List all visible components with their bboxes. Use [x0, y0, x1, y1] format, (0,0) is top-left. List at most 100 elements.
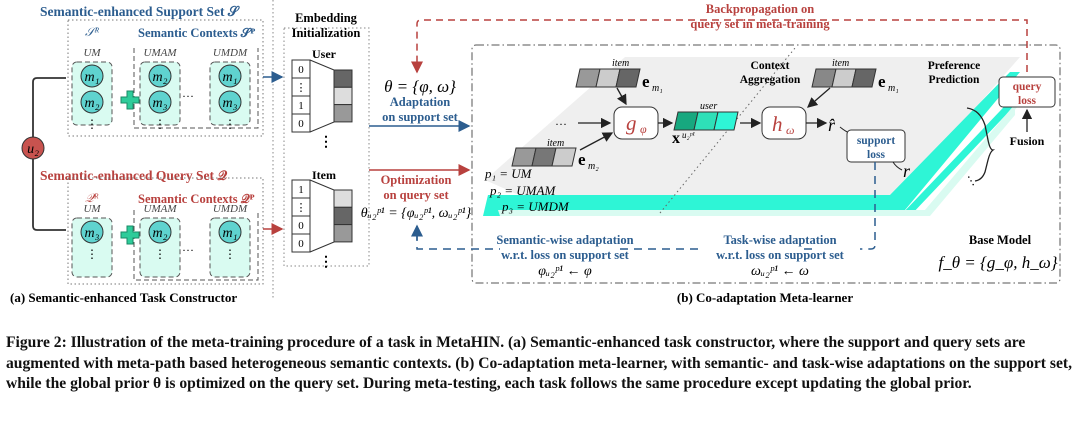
support-loss-label-2: loss	[867, 149, 885, 161]
item-node-label: m₁	[223, 226, 238, 241]
item-node	[148, 220, 172, 244]
optimization-label-2: on query set	[383, 188, 449, 202]
query-loss-label-2: loss	[1018, 95, 1036, 107]
item-node-label: m₂	[153, 226, 168, 241]
one-hot-value: 0	[298, 220, 304, 232]
plane-p2	[483, 72, 1020, 216]
embedding-title-2: Initialization	[292, 26, 361, 40]
x-user-sub: u₂ᵖ¹	[682, 130, 695, 140]
backprop-label-2: query set in meta-training	[690, 17, 830, 31]
x-user: x	[672, 130, 680, 147]
item-node	[80, 90, 104, 114]
task-adaptation-label: Task-wise adaptation	[723, 233, 836, 247]
adaptation-label-2: on support set	[382, 110, 459, 124]
item-node-label: m₃	[153, 96, 168, 111]
path-p2: p₂ = UMAM	[489, 183, 556, 198]
e-m1: e	[642, 72, 650, 91]
svg-text:⋮: ⋮	[154, 247, 166, 261]
item-node-label: m₂	[153, 70, 168, 85]
svg-text:⋮: ⋮	[224, 117, 236, 131]
semantic-adaptation-label: Semantic-wise adaptation	[496, 233, 633, 247]
item-node-label: m₃	[223, 96, 238, 111]
svg-text:⋮: ⋮	[224, 247, 236, 261]
path-p1: p₁ = UM	[484, 166, 533, 181]
embedding-cell	[333, 69, 353, 88]
item-node	[148, 90, 172, 114]
item-embedding-label: Item	[312, 168, 336, 182]
item-embedding-m1	[615, 68, 641, 88]
ellipsis: ···	[182, 89, 194, 103]
user-node-label: u₂	[27, 142, 39, 157]
support-ctx-label: Semantic Contexts 𝒮ᴾ	[138, 26, 255, 40]
svg-text:···: ···	[961, 171, 980, 190]
user-embedding-x	[713, 111, 739, 131]
embedding-title: Embedding	[295, 11, 358, 25]
metapath-label: UM	[83, 203, 101, 215]
svg-text:⋮: ⋮	[86, 247, 98, 261]
e-m1-sub: m₁	[652, 83, 663, 94]
fusion-label: Fusion	[1010, 134, 1045, 148]
svg-text:⋮: ⋮	[319, 135, 333, 150]
more-items-dots: ···	[555, 117, 567, 131]
support-r-label: 𝒮ᴿ	[85, 25, 100, 39]
h-label: h	[772, 112, 783, 136]
backprop-label: Backpropagation on	[706, 2, 815, 16]
embedding-cell	[333, 189, 353, 208]
one-hot-value: ⋮	[296, 202, 307, 214]
one-hot-value: 1	[298, 184, 304, 196]
preference-prediction-label: Preference	[928, 60, 981, 72]
meta-learner-box	[471, 44, 1061, 284]
e-m2: e	[578, 150, 586, 169]
g-sub: φ	[640, 122, 647, 136]
svg-text:⋮: ⋮	[319, 255, 333, 270]
embedding-cell	[333, 104, 353, 123]
embedding-cell	[333, 86, 353, 106]
embedding-panel	[283, 27, 370, 267]
theta-task: θᵤ₂ᵖ¹ = {φᵤ₂ᵖ¹, ωᵤ₂ᵖ¹}	[361, 206, 472, 221]
ellipsis: ···	[182, 243, 194, 257]
one-hot-cell	[291, 113, 311, 133]
context-aggregation-label-2: Aggregation	[740, 74, 801, 86]
query-set: Semantic-enhanced Query Set 𝒬 𝒬ᴿ Semanti…	[40, 168, 264, 285]
item-node-label: m₃	[85, 226, 100, 241]
section-a-label: (a) Semantic-enhanced Task Constructor	[10, 290, 237, 305]
item-node-label: m₂	[85, 96, 100, 111]
r-true: r	[903, 161, 911, 181]
semantic-adaptation-label-2: w.r.t. loss on support set	[501, 248, 630, 262]
support-set: Semantic-enhanced Support Set 𝒮 𝒮ᴿ Seman…	[40, 4, 264, 137]
embedding-cell	[333, 206, 353, 226]
e-m1-right-sub: m₁	[888, 83, 899, 94]
item-node-label: m₁	[223, 70, 238, 85]
theta-global: θ = {φ, ω}	[384, 77, 456, 96]
path-p3: p₃ = UMDM	[501, 199, 570, 214]
plus-icon	[120, 90, 140, 110]
task-adaptation-formula: ωᵤ₂ᵖ¹ ← ω	[751, 264, 809, 279]
plane-p1	[485, 57, 1020, 200]
metapath-label: UMDM	[213, 203, 248, 215]
metapath-label: UMAM	[144, 47, 178, 59]
user-label: user	[700, 101, 717, 112]
plus-icon	[120, 225, 140, 245]
metapath-label: UMAM	[144, 203, 178, 215]
support-loss-label: support	[857, 135, 896, 147]
metapath-label: UM	[83, 47, 101, 59]
item-node-label: m₁	[85, 70, 100, 85]
query-loss-label: query	[1013, 81, 1042, 93]
backprop-arrow	[411, 19, 1028, 84]
e-m2-sub: m₂	[588, 161, 599, 172]
item-embedding-m2	[551, 147, 577, 167]
h-sub: ω	[786, 123, 794, 137]
metahin-diagram: u₂ Semantic-enhanced Support Set 𝒮 𝒮ᴿ Se…	[10, 0, 1061, 305]
embedding-cell	[333, 224, 353, 243]
fusion-brace	[966, 107, 996, 182]
item-node	[148, 64, 172, 88]
one-hot-value: ⋮	[296, 82, 307, 94]
optimization-label: Optimization	[381, 173, 452, 187]
one-hot-cell	[291, 233, 311, 253]
item-node	[80, 64, 104, 88]
item-node	[80, 220, 104, 244]
task-adaptation-label-2: w.r.t. loss on support set	[716, 248, 845, 262]
query-r-label: 𝒬ᴿ	[85, 191, 99, 205]
one-hot-value: 0	[298, 118, 304, 130]
section-b-label: (b) Co-adaptation Meta-learner	[677, 290, 853, 305]
